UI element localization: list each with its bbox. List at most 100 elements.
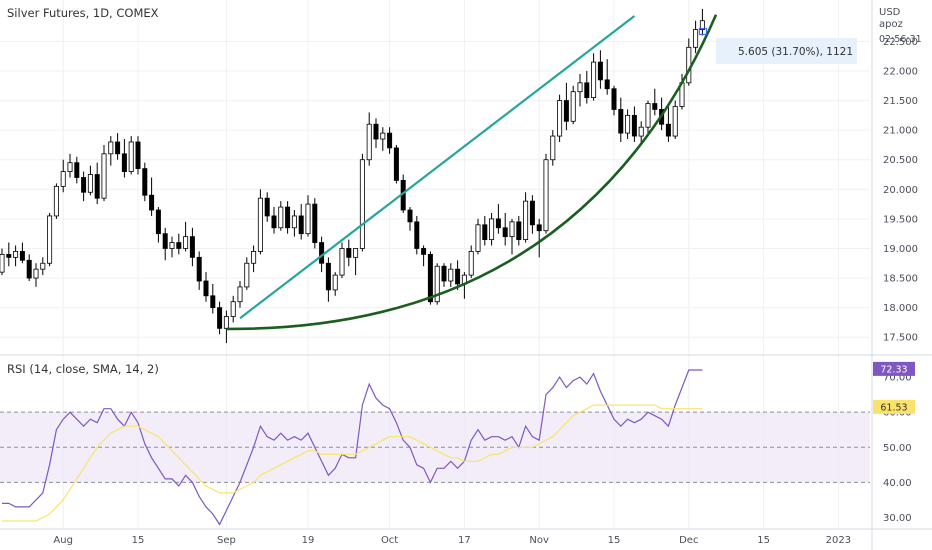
candle-body [81,177,87,193]
candle-body [264,197,270,217]
candle-body [67,162,73,172]
bar-countdown: 02:56:31 [879,34,922,45]
candle-body [285,206,291,229]
candle-body [176,242,182,249]
candle-body [189,236,195,258]
candle-body [393,147,399,181]
y-tick-label: 22.000 [883,66,918,77]
x-tick-label: 19 [302,535,315,546]
candle-body [645,103,651,128]
candle-body [604,79,610,90]
candle-body [509,221,515,238]
candle-body [665,123,671,137]
candle-body [237,286,243,303]
candle-body [591,61,597,99]
candle-body [298,215,304,235]
rsi-tick-label: 40.00 [883,478,912,489]
rsi-value-badge [873,399,915,414]
candle-body [597,61,603,81]
candle-body [448,268,454,282]
y-tick-label: 18.500 [883,274,918,285]
candle-body [652,103,658,110]
candle-body [475,224,481,252]
candle-body [135,141,141,170]
annotation-layer [226,14,718,331]
candle-body [74,162,80,178]
candle-body [482,224,488,240]
candle-body [489,218,495,240]
candle-body [305,203,311,235]
candle-body [210,295,216,309]
rsi-value-badge-text: 61.53 [880,402,907,413]
y-tick-label: 17.500 [883,333,918,344]
candle-body [108,141,114,155]
rsi-tick-label: 30.00 [883,513,912,524]
candle-body [421,248,427,255]
candle-body [563,100,569,122]
rsi-band-layer [0,411,870,483]
y-tick-label: 18.000 [883,303,918,314]
candle-body [223,316,229,329]
x-tick-label: 15 [132,535,145,546]
candle-body [536,224,542,232]
candle-body [101,153,107,199]
x-tick-label: Sep [217,535,236,546]
parabolic-support-curve [226,14,718,331]
candle-body [142,168,148,196]
candle-body [278,206,284,229]
candle-body [203,280,209,297]
candle-body [339,248,345,276]
candle-body [271,215,277,229]
y-tick-label: 19.000 [883,244,918,255]
candle-body [529,200,535,226]
y-tick-label: 19.500 [883,214,918,225]
rsi-tick-label: 70.00 [883,373,912,384]
x-tick-label: 2023 [826,535,851,546]
candle-body [162,233,168,249]
exchange-tag: apoz [879,19,903,30]
x-tick-label: Oct [381,535,398,546]
x-tick-label: 15 [608,535,621,546]
upper-trend-line [239,15,636,320]
candle-body [441,265,447,282]
candle-body [427,253,433,303]
rsi-title: RSI (14, close, SMA, 14, 2) [7,362,159,376]
candle-body [319,242,325,264]
candle-body [251,251,257,264]
x-tick-label: Dec [679,535,698,546]
candle-body [502,227,508,238]
candle-body [312,203,318,243]
x-tick-label: 17 [458,535,471,546]
candle-body [373,123,379,140]
candle-body [257,197,263,252]
y-tick-label: 21.500 [883,96,918,107]
candle-body [407,209,413,223]
candle-body [155,209,161,235]
y-tick-label: 20.000 [883,185,918,196]
x-tick-label: Aug [53,535,73,546]
candle-body [19,251,25,261]
candle-body [291,215,297,229]
candle-body [196,256,202,282]
candle-body [387,132,393,149]
candle-body [47,215,53,264]
y-tick-label: 21.000 [883,126,918,137]
candle-body [0,253,5,273]
candle-body [366,123,372,161]
candle-body [217,307,223,329]
candle-body [353,248,359,258]
candle-body [26,259,32,279]
candle-body [244,262,250,288]
candle-body [169,242,175,249]
candle-body [359,159,365,249]
candle-layer [0,8,705,344]
measure-marker [698,27,707,35]
candle-body [543,159,549,232]
candle-body [346,248,352,258]
axis-layer: Aug 15 Sep 19 Oct 17 Nov 15 Dec 15 2023 17.500 18.00… [53,37,918,546]
candle-body [618,109,624,134]
candle-body [87,174,93,193]
y-tick-label: 22.500 [883,37,918,48]
candle-body [121,153,127,172]
candle-body [577,82,583,93]
